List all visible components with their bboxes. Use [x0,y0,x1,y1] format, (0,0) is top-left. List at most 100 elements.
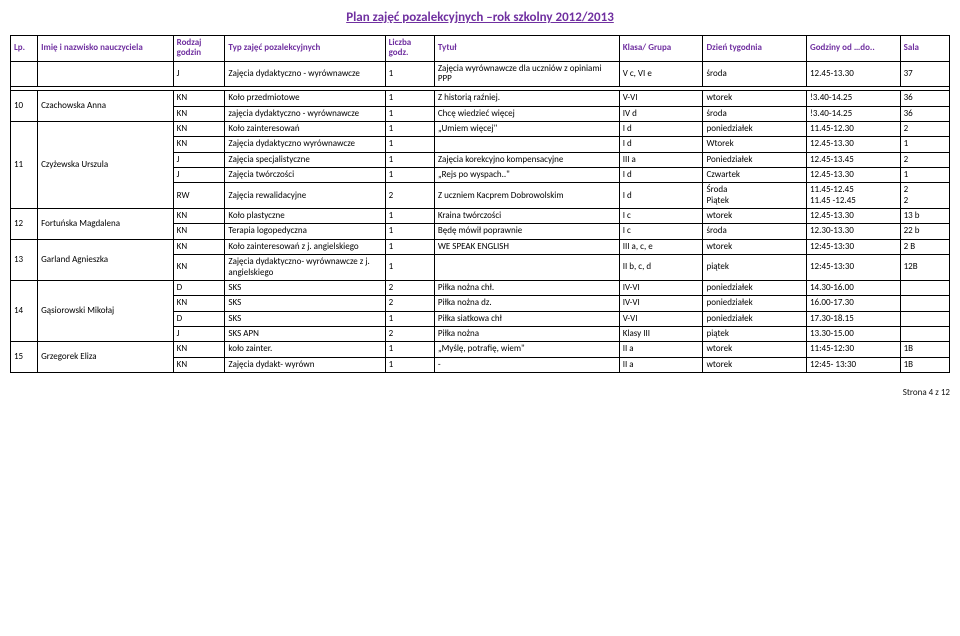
cell-typ: Terapia logopedyczna [225,224,385,239]
cell-klasa: II a [619,342,703,357]
group: 11Czyżewska UrszulaKNKoło zainteresowań1… [11,122,950,209]
col-lp: Lp. [11,36,38,62]
table-row: 10Czachowska AnnaKNKoło przedmiotowe1Z h… [11,91,950,106]
page-footer: Strona 4 z 12 [10,387,950,398]
cell-lgodz: 1 [385,168,434,183]
cell-typ: SKS [225,311,385,326]
cell-godziny: 12.30-13.30 [806,224,900,239]
cell-lgodz: 2 [385,296,434,311]
cell-typ: Zajęcia twórczości [225,168,385,183]
cell-name: Grzegorek Eliza [38,342,174,373]
cell-name: Czachowska Anna [38,91,174,122]
cell-klasa: I c [619,224,703,239]
cell-klasa: Klasy III [619,326,703,341]
cell-klasa: I d [619,183,703,209]
cell-rodzaj: KN [173,255,225,281]
cell-klasa: IV d [619,106,703,121]
cell-typ: Koło zainteresowań [225,122,385,137]
cell-klasa: I d [619,137,703,152]
col-lgodz: Liczba godz. [385,36,434,62]
cell-dzien: wtorek [703,91,807,106]
cell-sala: 1B [900,357,949,372]
cell-dzien: Czwartek [703,168,807,183]
cell-lp: 13 [11,239,38,280]
cell-lgodz: 1 [385,342,434,357]
cell-tytul: Z historią raźniej. [434,91,619,106]
cell-tytul: „Umiem więcej" [434,122,619,137]
cell-lgodz: 1 [385,122,434,137]
cell-sala: 1 [900,168,949,183]
group: 10Czachowska AnnaKNKoło przedmiotowe1Z h… [11,91,950,122]
cell-tytul: Piłka nożna [434,326,619,341]
cell-klasa: I d [619,122,703,137]
cell-godziny: 12.45-13.30 [806,209,900,224]
cell-lp: 12 [11,209,38,240]
cell-rodzaj: KN [173,224,225,239]
cell-lgodz: 2 [385,183,434,209]
cell-typ: Koło plastyczne [225,209,385,224]
cell-tytul: Piłka nożna dz. [434,296,619,311]
cell-typ: Zajęcia dydakt- wyrówn [225,357,385,372]
cell-lp: 15 [11,342,38,373]
cell-klasa: V-VI [619,311,703,326]
cell-typ: Zajęcia dydaktyczno- wyrównawcze z j. an… [225,255,385,281]
cell-godziny: 14.30-16.00 [806,280,900,295]
cell-dzien: wtorek [703,357,807,372]
cell-lgodz: 1 [385,152,434,167]
cell-typ: SKS APN [225,326,385,341]
table-header: Lp. Imię i nazwisko nauczyciela Rodzaj g… [11,36,950,62]
cell-dzien: piątek [703,326,807,341]
cell-typ: zajęcia dydaktyczno - wyrównawcze [225,106,385,121]
cell-name: Czyżewska Urszula [38,122,174,209]
cell-lgodz: 1 [385,357,434,372]
cell-rodzaj: J [173,152,225,167]
cell-lp: 11 [11,122,38,209]
cell-lgodz: 1 [385,209,434,224]
cell-lgodz: 1 [385,255,434,281]
cell-sala [900,280,949,295]
cell-typ: SKS [225,280,385,295]
table-row: 11Czyżewska UrszulaKNKoło zainteresowań1… [11,122,950,137]
cell-lgodz: 1 [385,106,434,121]
cell-godziny: 12:45- 13:30 [806,357,900,372]
cell-sala: 1B [900,342,949,357]
group: 15Grzegorek ElizaKNkoło zainter.1„Myślę,… [11,342,950,373]
cell-typ: Zajęcia rewalidacyjne [225,183,385,209]
cell-sala: 36 [900,91,949,106]
cell-sala: 2 B [900,239,949,254]
page-title: Plan zajęć pozalekcyjnych –rok szkolny 2… [10,10,950,25]
col-dzien: Dzień tygodnia [703,36,807,62]
cell-sala: 1 [900,137,949,152]
group: 12Fortuńska MagdalenaKNKoło plastyczne1K… [11,209,950,240]
cell-lp: 10 [11,91,38,122]
cell-godziny: !3.40-14.25 [806,106,900,121]
col-typ: Typ zajęć pozalekcyjnych [225,36,385,62]
cell-tytul: Piłka nożna chł. [434,280,619,295]
top-continuation-row: J Zajęcia dydaktyczno - wyrównawcze 1 Za… [11,61,950,87]
cell-name: Gąsiorowski Mikołaj [38,280,174,341]
cell-typ: Koło zainteresowań z j. angielskiego [225,239,385,254]
cell-tytul: WE SPEAK ENGLISH [434,239,619,254]
col-sala: Sala [900,36,949,62]
cell-rodzaj: KN [173,342,225,357]
cell-name: Garland Agnieszka [38,239,174,280]
cell-dzien: poniedziałek [703,296,807,311]
col-tytul: Tytuł [434,36,619,62]
cell-lgodz: 2 [385,326,434,341]
cell-rodzaj: J [173,168,225,183]
cell-klasa: I c [619,209,703,224]
table-row: 14Gąsiorowski MikołajDSKS2Piłka nożna ch… [11,280,950,295]
cell-sala: 36 [900,106,949,121]
cell-rodzaj: KN [173,91,225,106]
cell-dzien: ŚrodaPiątek [703,183,807,209]
cell-godziny: 13.30-15.00 [806,326,900,341]
table-row: 15Grzegorek ElizaKNkoło zainter.1„Myślę,… [11,342,950,357]
cell-rodzaj: KN [173,357,225,372]
cell-godziny: 12:45-13:30 [806,239,900,254]
cell-sala: 22 b [900,224,949,239]
cell-dzien: wtorek [703,239,807,254]
cell-godziny: 12.45-13.30 [806,137,900,152]
schedule-table: Lp. Imię i nazwisko nauczyciela Rodzaj g… [10,35,950,373]
cell-sala [900,296,949,311]
cell-godziny: 17.30-18.15 [806,311,900,326]
